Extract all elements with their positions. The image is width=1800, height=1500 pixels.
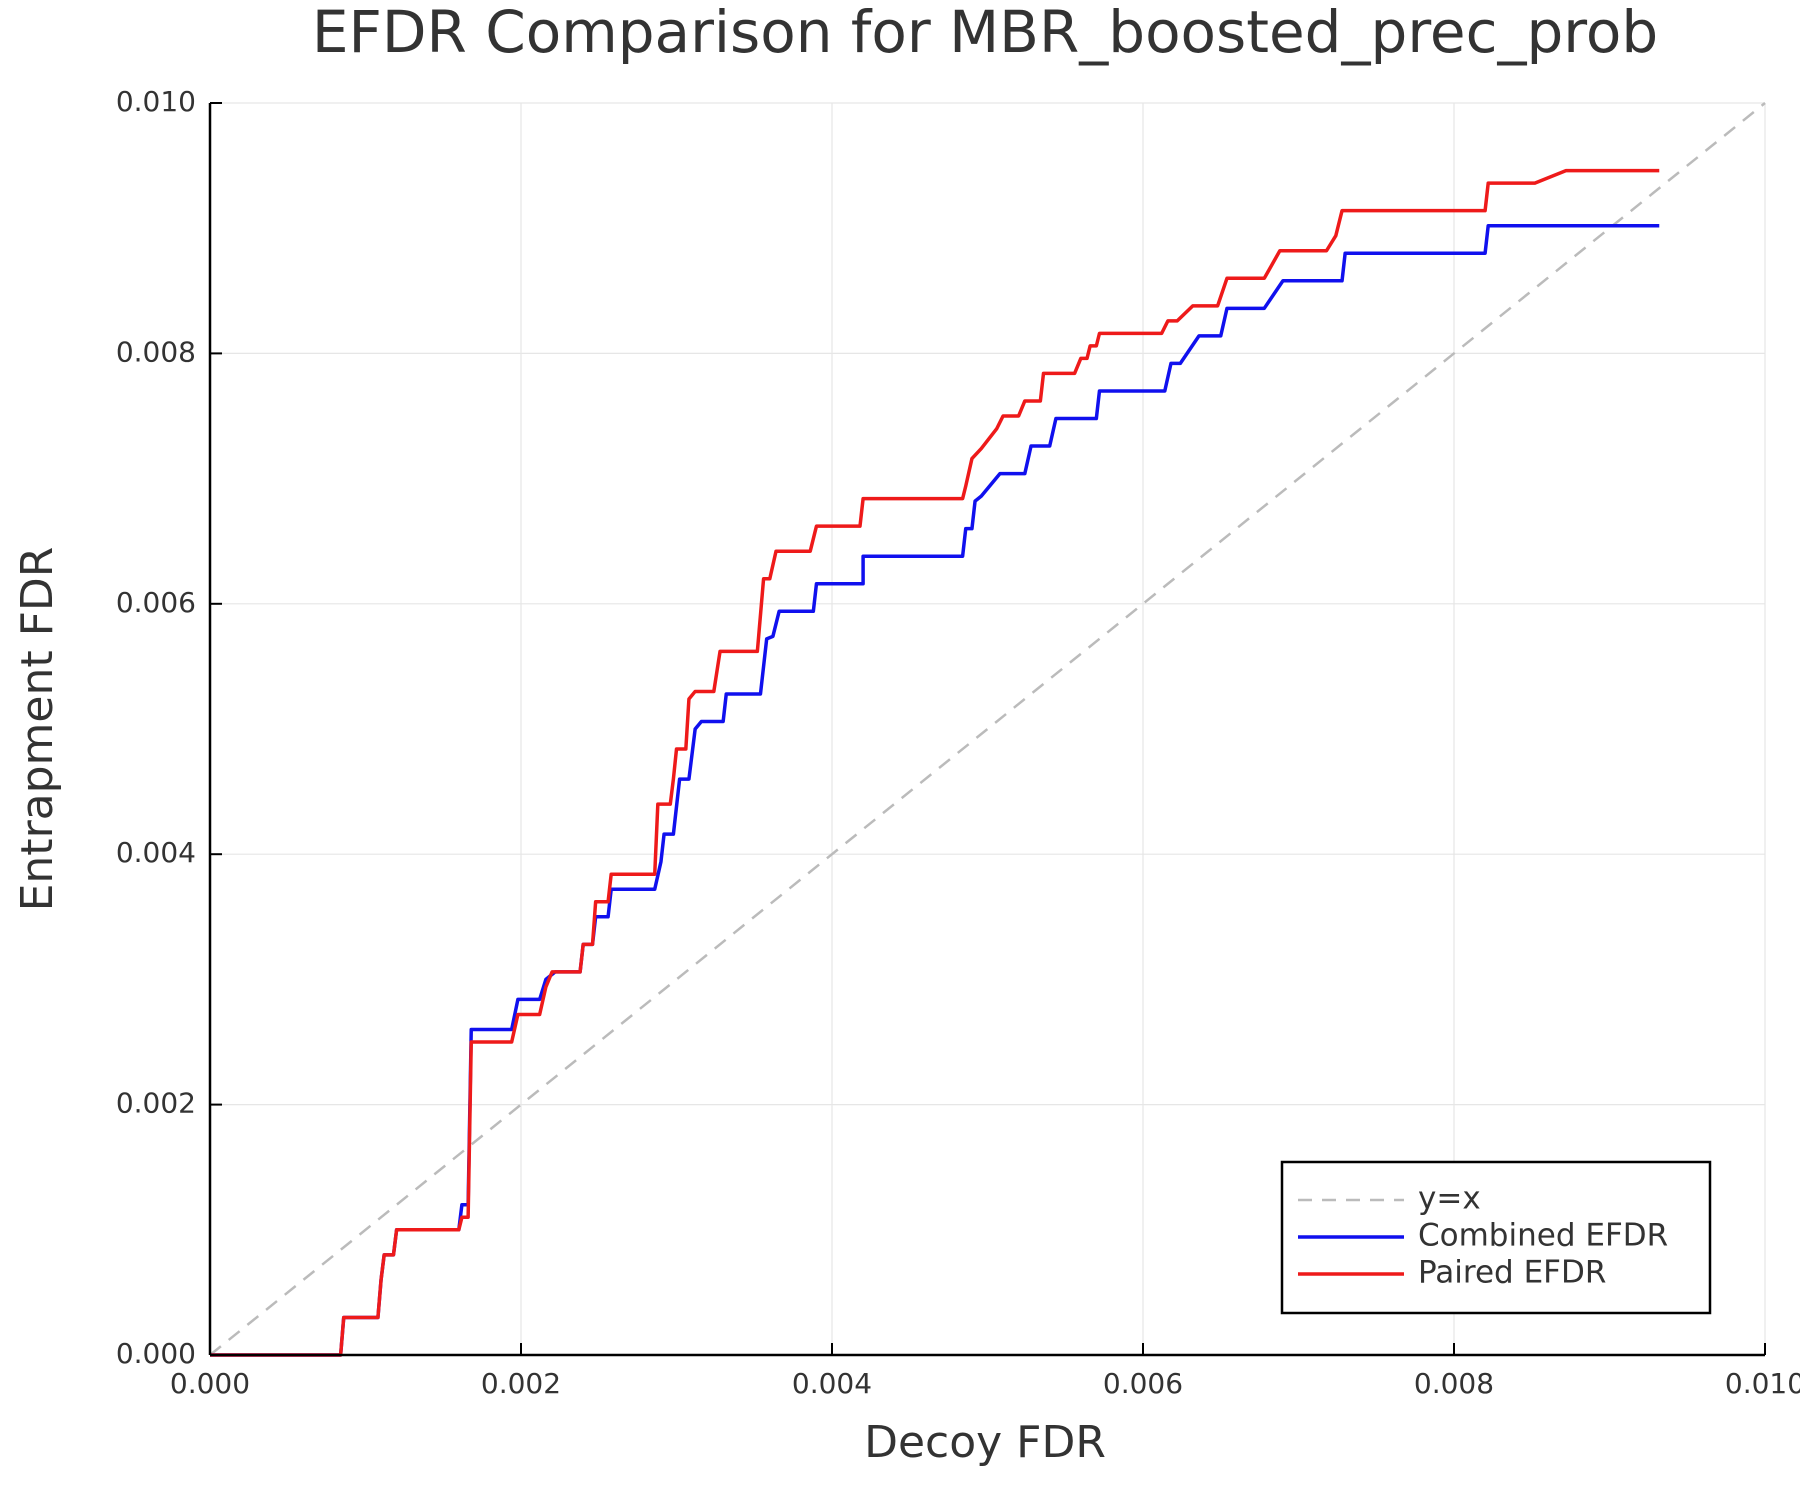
- y-tick-label: 0.002: [116, 1087, 196, 1120]
- y-tick-label: 0.004: [116, 836, 196, 869]
- y-tick-label: 0.008: [116, 335, 196, 368]
- plot-lines: [209, 102, 1766, 1357]
- axes: 0.000 0.002 0.004 0.006 0.008 0.010 0.000 0.002…: [116, 85, 1800, 1400]
- x-tick-label: 0.008: [1414, 1367, 1494, 1400]
- legend-label: y=x: [1418, 1181, 1481, 1217]
- x-tick-label: 0.010: [1725, 1367, 1800, 1400]
- y-tick-label: 0.010: [116, 85, 196, 118]
- series-line: [210, 223, 1660, 1357]
- series-line: [210, 168, 1660, 1357]
- x-axis-label: Decoy FDR: [864, 1417, 1106, 1468]
- series-line: [209, 102, 1766, 1356]
- y-tick-label: 0.000: [116, 1337, 196, 1370]
- y-axis-label: Entrapment FDR: [12, 547, 63, 912]
- legend-label: Paired EFDR: [1418, 1255, 1606, 1291]
- x-tick-label: 0.002: [481, 1367, 561, 1400]
- x-tick-label: 0.004: [792, 1367, 872, 1400]
- legend-label: Combined EFDR: [1418, 1218, 1668, 1254]
- x-tick-label: 0.006: [1103, 1367, 1183, 1400]
- y-tick-label: 0.006: [116, 586, 196, 619]
- chart-title: EFDR Comparison for MBR_boosted_prec_pro…: [312, 0, 1658, 66]
- x-tick-label: 0.000: [170, 1367, 250, 1400]
